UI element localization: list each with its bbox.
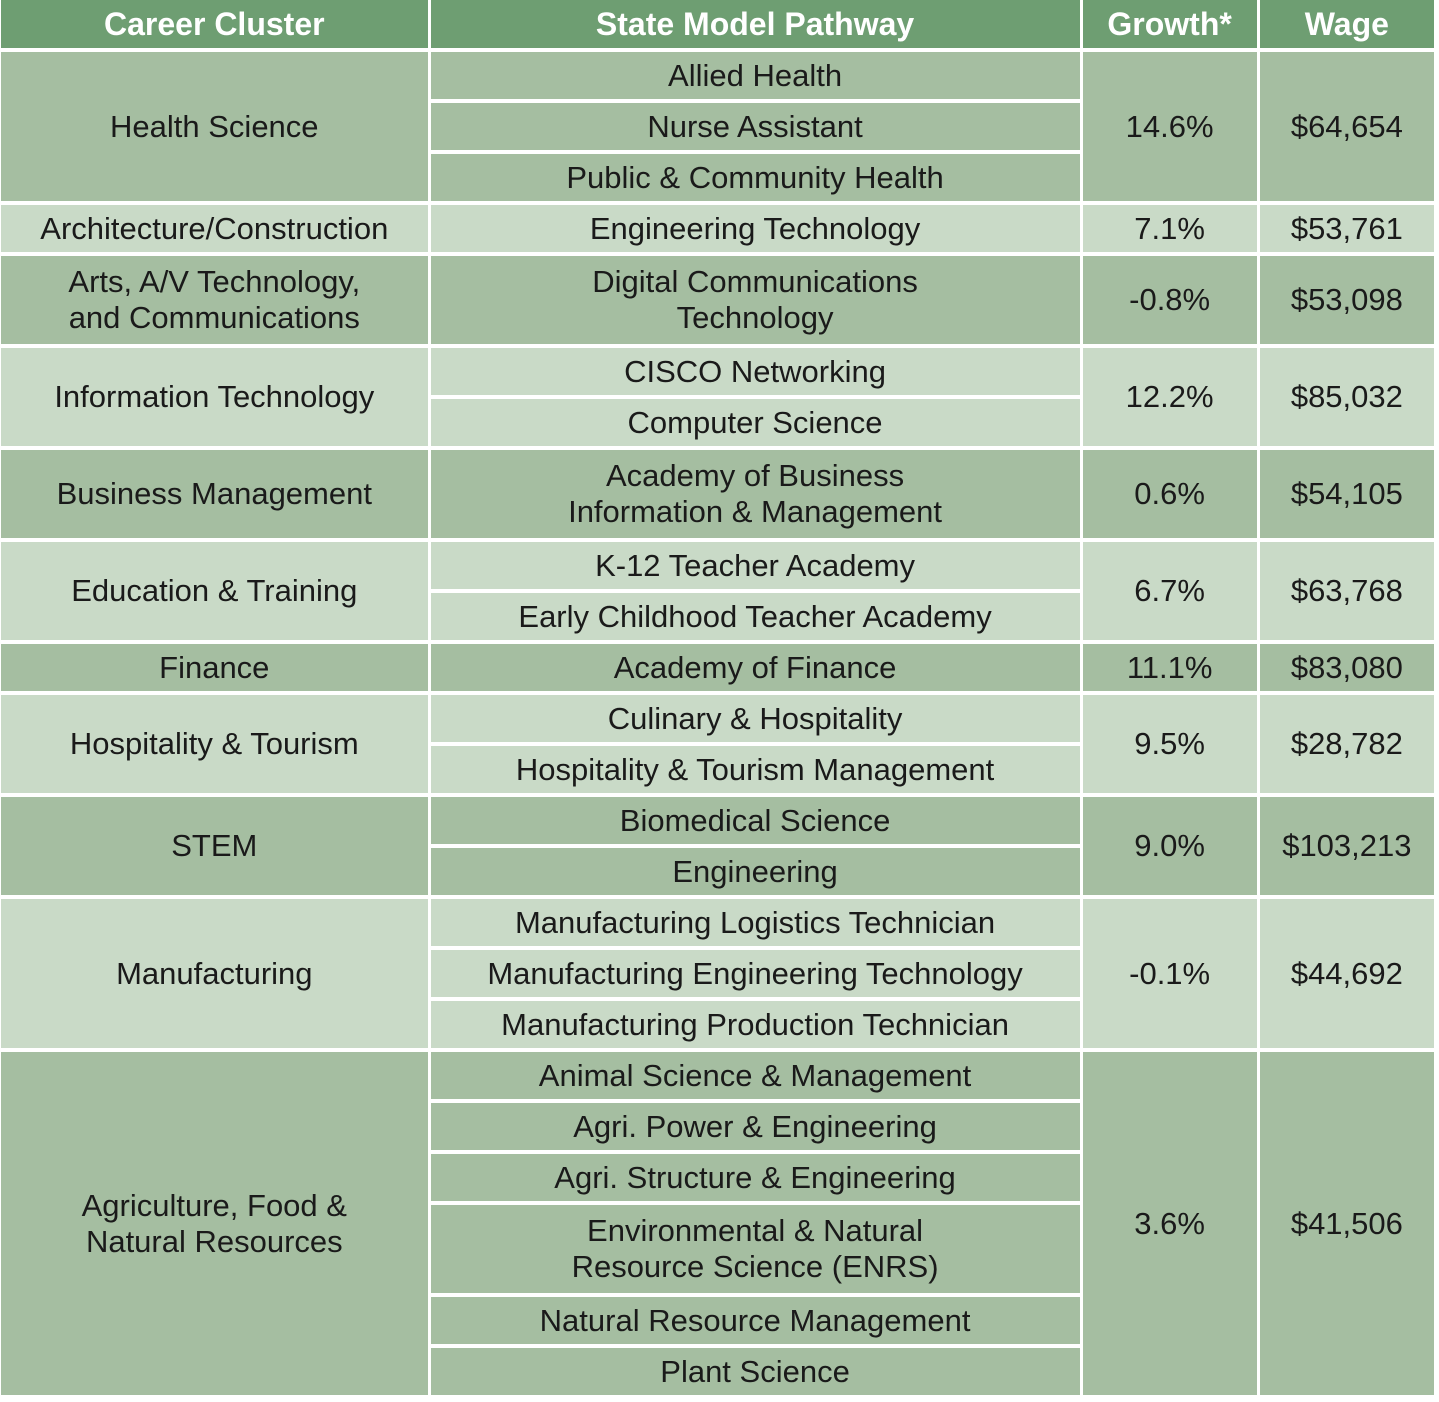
pathway-cell: Academy of Finance	[430, 644, 1080, 691]
header-row: Career Cluster State Model Pathway Growth*…	[1, 0, 1434, 48]
pathway-cell: Environmental & Natural Resource Science…	[430, 1205, 1080, 1293]
cluster-cell: Education & Training	[1, 542, 428, 640]
table-row: Health Science Allied Health 14.6% $64,654	[1, 52, 1434, 201]
table-header: Career Cluster State Model Pathway Growth*…	[1, 0, 1434, 48]
growth-cell: 14.6%	[1082, 52, 1257, 201]
pathway-cell: Nurse Assistant	[430, 103, 1080, 150]
table-row: Manufacturing Production Technician	[1, 1001, 1434, 1048]
wage-cell: $53,761	[1259, 205, 1434, 252]
table-row: Agri. Structure & Engineering	[1, 1154, 1434, 1201]
pathway-cell: Animal Science & Management	[430, 1052, 1080, 1099]
pathway-cell: Engineering	[430, 848, 1080, 895]
growth-cell: 11.1%	[1082, 644, 1257, 691]
header-cell: Wage	[1259, 0, 1434, 48]
table-row: Arts, A/V Technology, and Communications…	[1, 256, 1434, 344]
growth-cell: 12.2%	[1082, 348, 1257, 446]
pathway-cell: Manufacturing Logistics Technician	[430, 899, 1080, 946]
cluster-cell: Agriculture, Food & Natural Resources	[1, 1052, 428, 1395]
pathway-cell: Digital Communications Technology	[430, 256, 1080, 344]
table-row: Architecture/Construction Engineering Tec…	[1, 205, 1434, 252]
header-cell: Career Cluster	[1, 0, 428, 48]
table-row: Hospitality & Tourism Culinary & Hospital…	[1, 695, 1434, 793]
pathway-cell: CISCO Networking	[430, 348, 1080, 395]
growth-cell: 7.1%	[1082, 205, 1257, 252]
growth-cell: 9.5%	[1082, 695, 1257, 793]
growth-cell: -0.1%	[1082, 899, 1257, 1048]
cluster-cell: STEM	[1, 797, 428, 895]
pathway-cell: Manufacturing Production Technician	[430, 1001, 1080, 1048]
pathway-cell: Public & Community Health	[430, 154, 1080, 201]
table-row: Manufacturing Manufacturing Logistics Tec…	[1, 899, 1434, 1048]
pathway-cell: Manufacturing Engineering Technology	[430, 950, 1080, 997]
wage-cell: $44,692	[1259, 899, 1434, 1048]
table-row: Nurse Assistant	[1, 103, 1434, 150]
wage-cell: $63,768	[1259, 542, 1434, 640]
wage-cell: $64,654	[1259, 52, 1434, 201]
table-row: Engineering	[1, 848, 1434, 895]
growth-cell: -0.8%	[1082, 256, 1257, 344]
table-row: Business Management Academy of Business I…	[1, 450, 1434, 538]
wage-cell: $41,506	[1259, 1052, 1434, 1395]
header-cell: State Model Pathway	[430, 0, 1080, 48]
growth-cell: 3.6%	[1082, 1052, 1257, 1395]
pathway-cell: Agri. Structure & Engineering	[430, 1154, 1080, 1201]
table-row: Early Childhood Teacher Academy	[1, 593, 1434, 640]
table-body: Health Science Allied Health 14.6% $64,654 N…	[1, 52, 1434, 1395]
pathway-cell: Engineering Technology	[430, 205, 1080, 252]
table-row: Education & Training K-12 Teacher Academy…	[1, 542, 1434, 640]
cluster-cell: Health Science	[1, 52, 428, 201]
table-row: Computer Science	[1, 399, 1434, 446]
table-row: STEM Biomedical Science 9.0% $103,213	[1, 797, 1434, 895]
table-row: Manufacturing Engineering Technology	[1, 950, 1434, 997]
cluster-cell: Business Management	[1, 450, 428, 538]
cluster-cell: Arts, A/V Technology, and Communications	[1, 256, 428, 344]
wage-cell: $83,080	[1259, 644, 1434, 691]
table-row: Information Technology CISCO Networking 12…	[1, 348, 1434, 446]
table-row: Hospitality & Tourism Management	[1, 746, 1434, 793]
cluster-cell: Hospitality & Tourism	[1, 695, 428, 793]
pathway-cell: Natural Resource Management	[430, 1297, 1080, 1344]
table-row: Public & Community Health	[1, 154, 1434, 201]
table-row: Agri. Power & Engineering	[1, 1103, 1434, 1150]
pathway-cell: Culinary & Hospitality	[430, 695, 1080, 742]
cluster-cell: Manufacturing	[1, 899, 428, 1048]
pathway-cell: K-12 Teacher Academy	[430, 542, 1080, 589]
table-row: Plant Science	[1, 1348, 1434, 1395]
header-cell: Growth*	[1082, 0, 1257, 48]
wage-cell: $54,105	[1259, 450, 1434, 538]
cluster-cell: Information Technology	[1, 348, 428, 446]
wage-cell: $103,213	[1259, 797, 1434, 895]
growth-cell: 9.0%	[1082, 797, 1257, 895]
pathway-cell: Hospitality & Tourism Management	[430, 746, 1080, 793]
pathway-cell: Computer Science	[430, 399, 1080, 446]
cluster-cell: Architecture/Construction	[1, 205, 428, 252]
growth-cell: 6.7%	[1082, 542, 1257, 640]
wage-cell: $28,782	[1259, 695, 1434, 793]
pathway-cell: Early Childhood Teacher Academy	[430, 593, 1080, 640]
pathway-cell: Plant Science	[430, 1348, 1080, 1395]
table-row: Environmental & Natural Resource Science…	[1, 1205, 1434, 1293]
wage-cell: $85,032	[1259, 348, 1434, 446]
growth-cell: 0.6%	[1082, 450, 1257, 538]
pathway-cell: Biomedical Science	[430, 797, 1080, 844]
wage-cell: $53,098	[1259, 256, 1434, 344]
table-row: Agriculture, Food & Natural Resources Ani…	[1, 1052, 1434, 1395]
pathway-cell: Agri. Power & Engineering	[430, 1103, 1080, 1150]
pathway-cell: Allied Health	[430, 52, 1080, 99]
cluster-cell: Finance	[1, 644, 428, 691]
table-row: Natural Resource Management	[1, 1297, 1434, 1344]
pathway-cell: Academy of Business Information & Manage…	[430, 450, 1080, 538]
table-row: Finance Academy of Finance 11.1% $83,080	[1, 644, 1434, 691]
